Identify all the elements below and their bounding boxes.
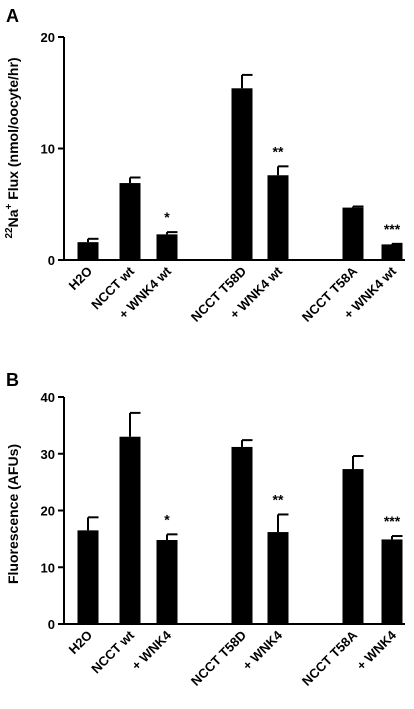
bar [342, 207, 364, 260]
x-category-label: NCCT wt [88, 627, 137, 676]
y-tick-label: 20 [41, 504, 55, 519]
bar [119, 436, 141, 624]
y-tick-label: 0 [48, 253, 55, 268]
bar [267, 175, 289, 260]
y-label-text: Flux (nmol/oocyte/hr) [5, 57, 21, 203]
panel-b-y-axis-label: Fluorescence (AFUs) [5, 444, 21, 584]
y-tick-label: 20 [41, 30, 55, 45]
x-category-label: + WNK4 [129, 627, 175, 673]
bar [231, 446, 253, 624]
x-category-label: H2O [66, 264, 96, 294]
panel-a: A 22Na+ Flux (nmol/oocyte/hr) 01020H2ONC… [4, 6, 405, 325]
bar [267, 532, 289, 624]
bar [77, 242, 99, 260]
significance-marker: * [164, 209, 170, 225]
bar [156, 234, 178, 260]
y-tick-label: 10 [41, 560, 55, 575]
x-category-label: H2O [66, 628, 96, 658]
bar [381, 539, 403, 624]
y-label-charge: + [4, 204, 15, 210]
panel-a-label: A [6, 6, 19, 26]
significance-marker: *** [384, 221, 401, 237]
y-tick-label: 30 [41, 447, 55, 462]
panel-b-label: B [6, 370, 19, 390]
x-category-label: NCCT T58D [188, 628, 249, 689]
bar [119, 183, 141, 260]
significance-marker: ** [273, 491, 284, 507]
bar [231, 88, 253, 260]
panel-a-y-axis-label: 22Na+ Flux (nmol/oocyte/hr) [4, 57, 21, 238]
y-tick-label: 0 [48, 617, 55, 632]
x-category-label: + WNK4 [240, 627, 286, 673]
bar [156, 540, 178, 624]
y-tick-label: 10 [41, 142, 55, 157]
significance-marker: *** [384, 513, 401, 529]
y-label-superscript: 22 [4, 227, 15, 239]
bar [77, 530, 99, 624]
y-label-element: Na [5, 209, 21, 227]
significance-marker: ** [273, 143, 284, 159]
bar [342, 469, 364, 624]
bar [381, 244, 403, 260]
significance-marker: * [164, 511, 170, 527]
x-category-label: NCCT T58A [299, 627, 361, 689]
y-tick-label: 40 [41, 390, 55, 405]
x-category-label: + WNK4 [354, 627, 400, 673]
